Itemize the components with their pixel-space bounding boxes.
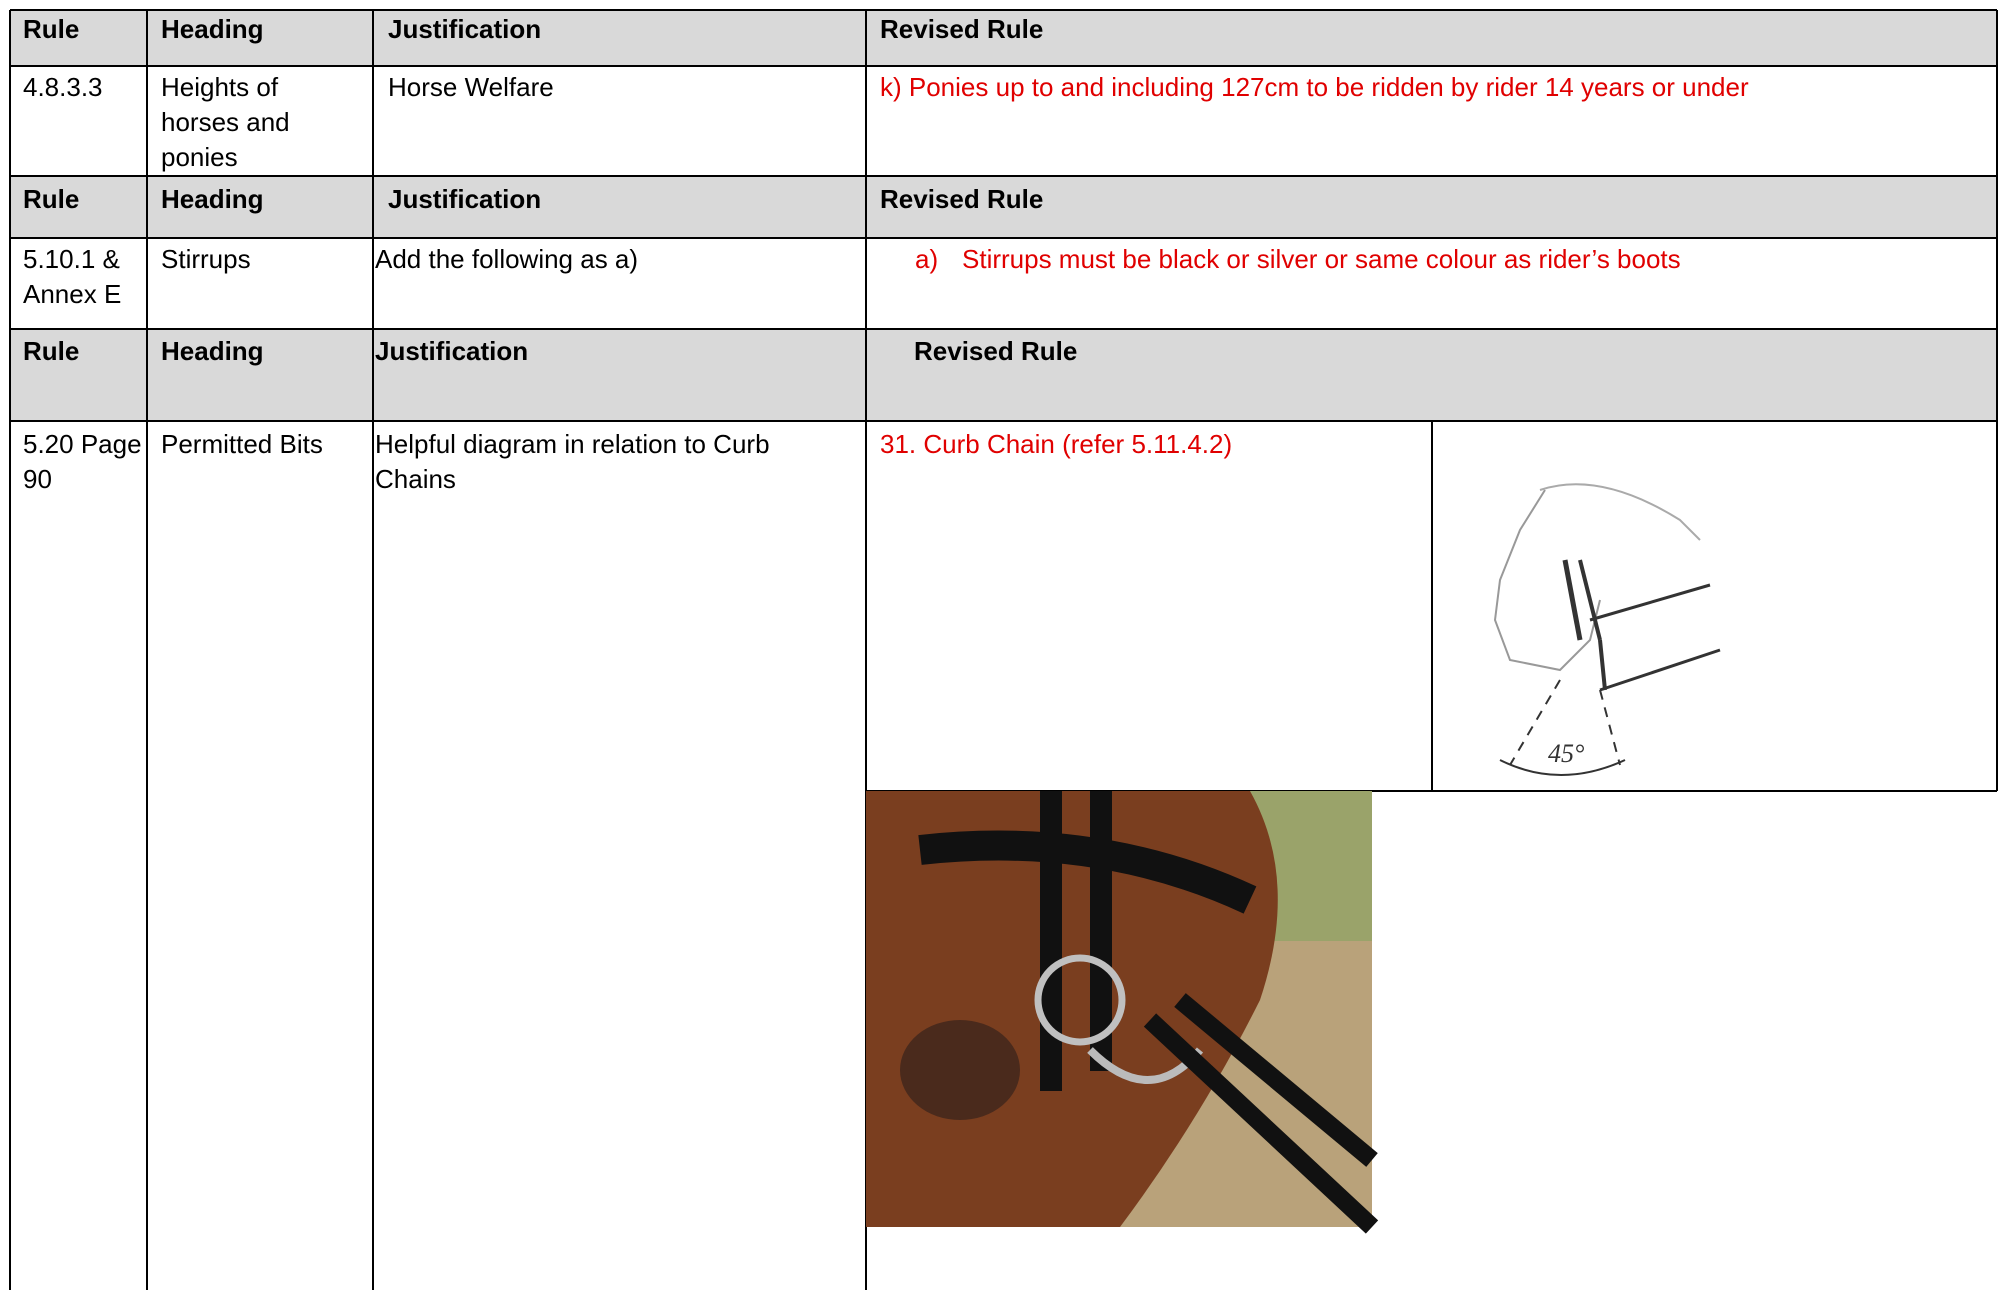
header-cell: Justification (388, 14, 542, 44)
curb-chain-sketch (1493, 483, 1721, 776)
revised-rule-cell: 31. Curb Chain (refer 5.11.4.2) (880, 429, 1233, 459)
justification-cell: Helpful diagram in relation to Curb Chai… (375, 429, 770, 494)
header-cell: Heading (161, 14, 264, 44)
rule-cell: 5.10.1 & Annex E (23, 244, 122, 309)
header-cell: Revised Rule (880, 14, 1044, 44)
rule-cell: 4.8.3.3 (23, 72, 103, 102)
diagram-label: 45° (1548, 739, 1584, 768)
header-fills (10, 10, 1997, 421)
header-cell: Rule (23, 336, 80, 366)
heading-cell: Permitted Bits (161, 429, 323, 459)
curb-chain-photo (866, 791, 1379, 1234)
header-cell: Rule (23, 14, 80, 44)
justification-cell: Add the following as a) (375, 244, 639, 274)
heading-cell: Heights of horses and ponies (161, 72, 290, 172)
header-cell: Heading (161, 336, 264, 366)
rule-cell: 5.20 Page 90 (23, 429, 142, 494)
grid-lines (9, 9, 1998, 1290)
header-cell: Revised Rule (914, 336, 1078, 366)
revised-rule-cell: k) Ponies up to and including 127cm to b… (880, 72, 1749, 102)
header-cell: Revised Rule (880, 184, 1044, 214)
justification-cell: Horse Welfare (388, 72, 554, 102)
heading-cell: Stirrups (161, 244, 251, 274)
header-cell: Justification (388, 184, 542, 214)
revised-rule-cell: Stirrups must be black or silver or same… (962, 244, 1681, 274)
header-cell: Justification (375, 336, 529, 366)
revised-rule-marker: a) (915, 244, 939, 274)
header-cell: Heading (161, 184, 264, 214)
header-cell: Rule (23, 184, 80, 214)
